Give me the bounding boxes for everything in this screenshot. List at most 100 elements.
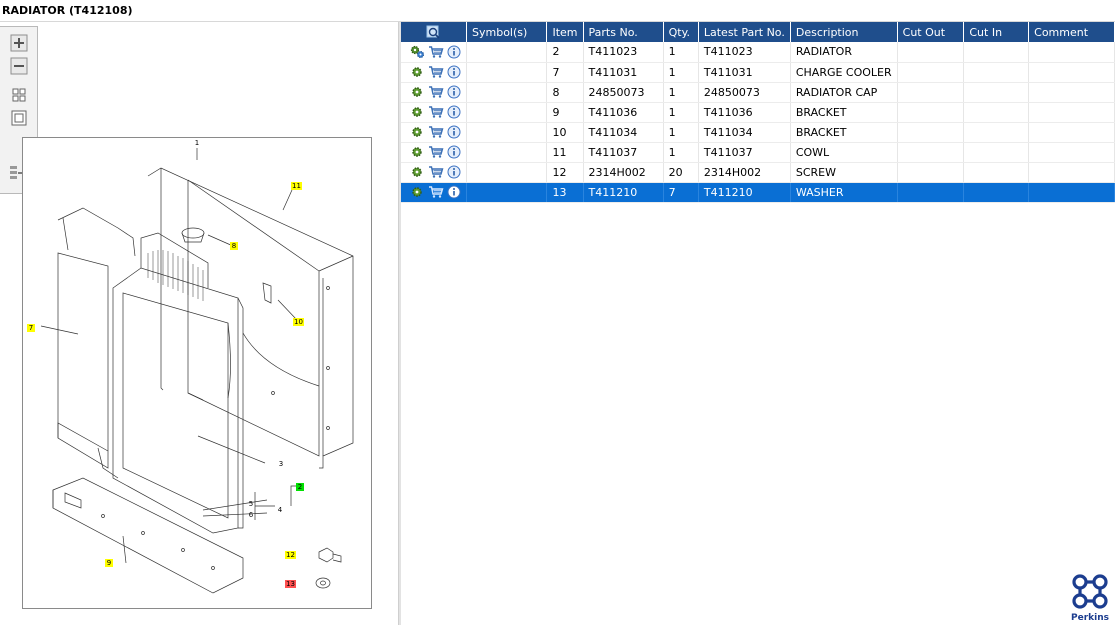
- column-header-latest-part-no[interactable]: Latest Part No.: [698, 22, 791, 42]
- cell-comment: [1028, 162, 1115, 183]
- cell-item: 13: [546, 182, 584, 203]
- cell-description: BRACKET: [790, 102, 898, 123]
- table-row[interactable]: 7 T411031 1 T411031 CHARGE COOLER: [401, 62, 1115, 83]
- callout-11[interactable]: 11: [291, 182, 302, 190]
- assembly-gear-icon[interactable]: [410, 45, 425, 59]
- part-gear-icon[interactable]: [410, 185, 425, 199]
- cell-cut-out: [897, 162, 965, 183]
- info-icon[interactable]: [447, 65, 461, 79]
- info-icon[interactable]: [447, 185, 461, 199]
- part-gear-icon[interactable]: [410, 65, 425, 79]
- callout-10[interactable]: 10: [293, 318, 304, 326]
- actual-size-button[interactable]: [9, 108, 29, 128]
- callout-2[interactable]: 2: [296, 483, 304, 491]
- part-gear-icon[interactable]: [410, 165, 425, 179]
- cell-parts-no: 2314H002: [583, 162, 664, 183]
- table-row[interactable]: 10 T411034 1 T411034 BRACKET: [401, 122, 1115, 143]
- callout-13[interactable]: 13: [285, 580, 296, 588]
- table-row[interactable]: 12 2314H002 20 2314H002 SCREW: [401, 162, 1115, 183]
- cart-icon[interactable]: [428, 85, 444, 99]
- cell-qty: 1: [663, 102, 699, 123]
- column-header-symbols[interactable]: Symbol(s): [466, 22, 548, 42]
- info-icon[interactable]: [447, 85, 461, 99]
- cell-latest-part-no: 24850073: [698, 82, 791, 103]
- table-row[interactable]: 8 24850073 1 24850073 RADIATOR CAP: [401, 82, 1115, 103]
- column-header-qty[interactable]: Qty.: [663, 22, 699, 42]
- column-header-comment[interactable]: Comment: [1028, 22, 1115, 42]
- pane-splitter[interactable]: [398, 22, 401, 625]
- part-gear-icon[interactable]: [410, 105, 425, 119]
- cart-icon[interactable]: [428, 105, 444, 119]
- info-icon[interactable]: [447, 125, 461, 139]
- info-icon[interactable]: [447, 105, 461, 119]
- cart-icon[interactable]: [428, 145, 444, 159]
- cell-cut-out: [897, 122, 965, 143]
- info-icon[interactable]: [447, 165, 461, 179]
- column-header-description[interactable]: Description: [790, 22, 898, 42]
- cell-latest-part-no: T411034: [698, 122, 791, 143]
- callout-6[interactable]: 6: [248, 511, 254, 519]
- callout-8[interactable]: 8: [230, 242, 238, 250]
- exploded-diagram[interactable]: 1 11 8 10 7 3 2 5 4 6 9 12 13: [22, 137, 372, 609]
- cell-symbols: [466, 162, 548, 183]
- cell-item: 12: [546, 162, 584, 183]
- cell-parts-no: T411031: [583, 62, 664, 83]
- cell-latest-part-no: 2314H002: [698, 162, 791, 183]
- table-row[interactable]: 9 T411036 1 T411036 BRACKET: [401, 102, 1115, 123]
- part-gear-icon[interactable]: [410, 85, 425, 99]
- callout-1[interactable]: 1: [194, 139, 200, 147]
- column-header-cut-in[interactable]: Cut In: [963, 22, 1030, 42]
- column-header-actions[interactable]: [401, 22, 467, 42]
- cell-cut-in: [963, 102, 1030, 123]
- column-header-item[interactable]: Item: [546, 22, 584, 42]
- info-icon[interactable]: [447, 45, 461, 59]
- cell-parts-no: T411036: [583, 102, 664, 123]
- fit-grid-button[interactable]: [9, 85, 29, 105]
- cell-cut-in: [963, 62, 1030, 83]
- cell-qty: 7: [663, 182, 699, 203]
- callout-3[interactable]: 3: [278, 460, 284, 468]
- column-header-parts-no[interactable]: Parts No.: [583, 22, 664, 42]
- cart-icon[interactable]: [428, 125, 444, 139]
- column-header-cut-out[interactable]: Cut Out: [897, 22, 965, 42]
- cell-parts-no: 24850073: [583, 82, 664, 103]
- cell-symbols: [466, 142, 548, 163]
- cart-icon[interactable]: [428, 45, 444, 59]
- cell-description: BRACKET: [790, 122, 898, 143]
- cell-latest-part-no: T411037: [698, 142, 791, 163]
- illustration-pane[interactable]: 1 11 8 10 7 3 2 5 4 6 9 12 13: [0, 22, 398, 625]
- row-action-icons: [406, 125, 461, 139]
- cell-comment: [1028, 62, 1115, 83]
- zoom-in-button[interactable]: [9, 33, 29, 53]
- info-icon[interactable]: [447, 145, 461, 159]
- zoom-out-button[interactable]: [9, 56, 29, 76]
- callout-9[interactable]: 9: [105, 559, 113, 567]
- row-action-icons: [406, 185, 461, 199]
- cell-parts-no: T411037: [583, 142, 664, 163]
- cart-icon[interactable]: [428, 65, 444, 79]
- cell-symbols: [466, 82, 548, 103]
- table-row[interactable]: 13 T411210 7 T411210 WASHER: [401, 182, 1115, 203]
- cell-cut-in: [963, 82, 1030, 103]
- cart-icon[interactable]: [428, 165, 444, 179]
- cell-symbols: [466, 122, 548, 143]
- cell-latest-part-no: T411031: [698, 62, 791, 83]
- cell-comment: [1028, 102, 1115, 123]
- callout-12[interactable]: 12: [285, 551, 296, 559]
- cell-latest-part-no: T411036: [698, 102, 791, 123]
- callout-4[interactable]: 4: [277, 506, 283, 514]
- fit-grid-icon: [12, 88, 26, 102]
- cart-icon[interactable]: [428, 185, 444, 199]
- part-gear-icon[interactable]: [410, 145, 425, 159]
- callout-7[interactable]: 7: [27, 324, 35, 332]
- callout-5[interactable]: 5: [248, 500, 254, 508]
- row-action-icons: [406, 105, 461, 119]
- cell-item: 9: [546, 102, 584, 123]
- table-row[interactable]: 11 T411037 1 T411037 COWL: [401, 142, 1115, 163]
- cell-description: SCREW: [790, 162, 898, 183]
- table-row[interactable]: 2 T411023 1 T411023 RADIATOR: [401, 42, 1115, 63]
- part-gear-icon[interactable]: [410, 125, 425, 139]
- cell-cut-in: [963, 142, 1030, 163]
- cell-cut-in: [963, 122, 1030, 143]
- cell-cut-in: [963, 42, 1030, 63]
